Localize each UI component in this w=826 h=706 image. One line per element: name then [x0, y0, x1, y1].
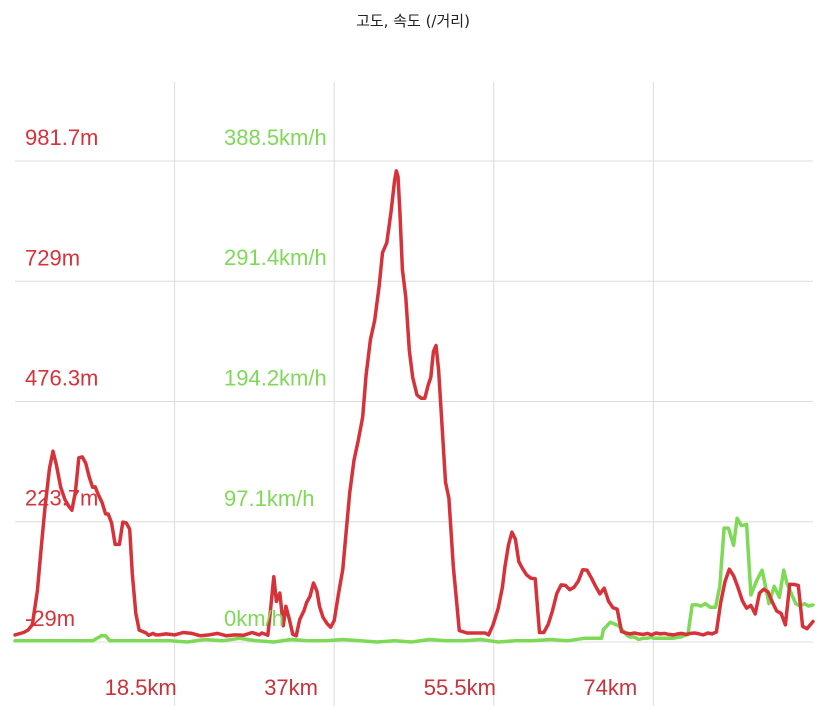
y-tick-label-1-0: 0km/h [224, 606, 284, 631]
x-tick-label-3: 74km [583, 675, 637, 700]
y-tick-label-0-0: -29m [25, 606, 75, 631]
y-tick-label-0-1: 223.7m [25, 486, 98, 511]
y-tick-label-1-4: 388.5km/h [224, 125, 327, 150]
y-tick-label-1-2: 194.2km/h [224, 366, 327, 391]
x-tick-labels: 18.5km 37km 55.5km 74km [105, 675, 638, 700]
x-tick-label-0: 18.5km [105, 675, 177, 700]
y-tick-labels: -29m 223.7m 476.3m 729m 981.7m 0km/h 97.1km/h 1… [25, 125, 327, 631]
y-tick-label-0-2: 476.3m [25, 366, 98, 391]
y-tick-label-1-1: 97.1km/h [224, 486, 315, 511]
grid-lines [15, 82, 813, 706]
y-tick-label-1-3: 291.4km/h [224, 245, 327, 270]
chart-title: 고도, 속도 (/거리) [356, 12, 470, 30]
x-tick-label-2: 55.5km [424, 675, 496, 700]
series-lines [13, 169, 815, 644]
series-line-0 [13, 169, 815, 638]
series-line-1 [13, 516, 815, 644]
y-tick-label-0-3: 729m [25, 245, 80, 270]
y-tick-label-0-4: 981.7m [25, 125, 98, 150]
x-tick-label-1: 37km [264, 675, 318, 700]
